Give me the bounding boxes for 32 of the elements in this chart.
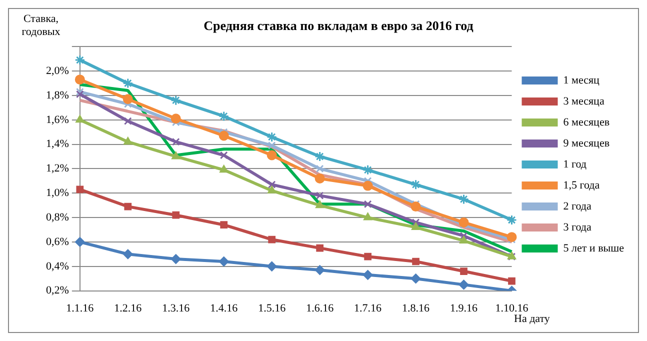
chart-title: Средняя ставка по вкладам в евро за 2016 год — [204, 18, 474, 34]
legend-label: 9 месяцев — [563, 137, 610, 150]
x-tick-label: 1.1.16 — [66, 302, 94, 314]
y-tick-label: 2,0% — [46, 64, 69, 77]
y-tick-label: 1,6% — [46, 114, 69, 126]
x-tick-label: 1.9.16 — [450, 302, 478, 314]
y-tick-label: 0,4% — [46, 260, 69, 272]
y-tick-label: 1,0% — [46, 187, 69, 200]
x-tick-label: 1.2.16 — [114, 302, 142, 314]
x-tick-label: 1.5.16 — [258, 302, 286, 314]
y-tick-label: 1,4% — [46, 138, 69, 150]
x-tick-label: 1.6.16 — [306, 302, 334, 314]
y-tick-label: 0,8% — [46, 211, 69, 224]
x-tick-label: 1.4.16 — [210, 302, 238, 314]
legend-label: 3 месяца — [563, 95, 604, 108]
legend-label: 3 года — [563, 221, 592, 234]
y-tick-label: 1,2% — [46, 162, 69, 175]
x-tick-label: 1.8.16 — [402, 302, 430, 314]
y-axis-title: Ставка, годовых — [20, 13, 62, 39]
y-tick-label: 0,6% — [46, 236, 69, 248]
legend-label: 2 года — [563, 200, 592, 212]
legend-label: 1 год — [563, 158, 587, 170]
legend-label: 5 лет и выше — [563, 242, 624, 254]
legend-label: 1 месяц — [563, 74, 600, 86]
y-tick-label: 0,2% — [46, 284, 69, 297]
x-axis-title: На дату — [514, 313, 550, 325]
x-tick-label: 1.10.16 — [495, 302, 529, 314]
y-tick-label: 1,8% — [46, 89, 69, 102]
legend-label: 1,5 года — [563, 179, 600, 192]
x-tick-label: 1.3.16 — [162, 302, 190, 314]
legend-label: 6 месяцев — [563, 116, 610, 128]
x-tick-label: 1.7.16 — [354, 302, 382, 314]
